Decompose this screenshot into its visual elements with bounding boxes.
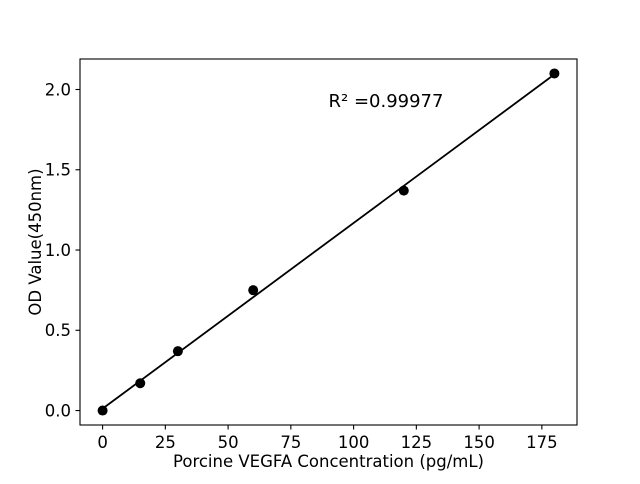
x-tick-label: 0 bbox=[97, 433, 108, 452]
y-tick-label: 1.0 bbox=[45, 241, 71, 260]
data-point bbox=[248, 285, 259, 296]
x-tick-label: 175 bbox=[526, 433, 558, 452]
x-tick-label: 150 bbox=[463, 433, 495, 452]
y-tick-label: 2.0 bbox=[45, 80, 71, 99]
data-point bbox=[398, 185, 409, 196]
plot-border bbox=[79, 58, 578, 426]
x-tick-label: 50 bbox=[218, 433, 239, 452]
r-squared-annotation: R² =0.99977 bbox=[329, 91, 444, 112]
x-tick-label: 100 bbox=[338, 433, 370, 452]
x-axis-label: Porcine VEGFA Concentration (pg/mL) bbox=[173, 452, 484, 471]
data-point bbox=[172, 346, 183, 357]
plot-area: 0 25 50 75 100 125 150 175 0.0 0.5 1.0 1.5 2.0 bbox=[45, 68, 560, 452]
y-tick-label: 1.5 bbox=[45, 161, 71, 180]
fit-line bbox=[101, 73, 556, 410]
x-tick-label: 25 bbox=[155, 433, 176, 452]
y-axis-label: OD Value(450nm) bbox=[26, 168, 45, 315]
y-tick-label: 0.5 bbox=[45, 321, 71, 340]
data-point bbox=[135, 378, 146, 389]
data-point bbox=[97, 405, 108, 416]
data-point bbox=[549, 68, 560, 79]
x-tick-label: 125 bbox=[401, 433, 433, 452]
x-tick-label: 75 bbox=[280, 433, 301, 452]
y-tick-label: 0.0 bbox=[45, 401, 71, 420]
